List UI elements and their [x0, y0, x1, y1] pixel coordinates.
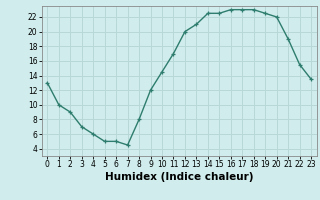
X-axis label: Humidex (Indice chaleur): Humidex (Indice chaleur) [105, 172, 253, 182]
